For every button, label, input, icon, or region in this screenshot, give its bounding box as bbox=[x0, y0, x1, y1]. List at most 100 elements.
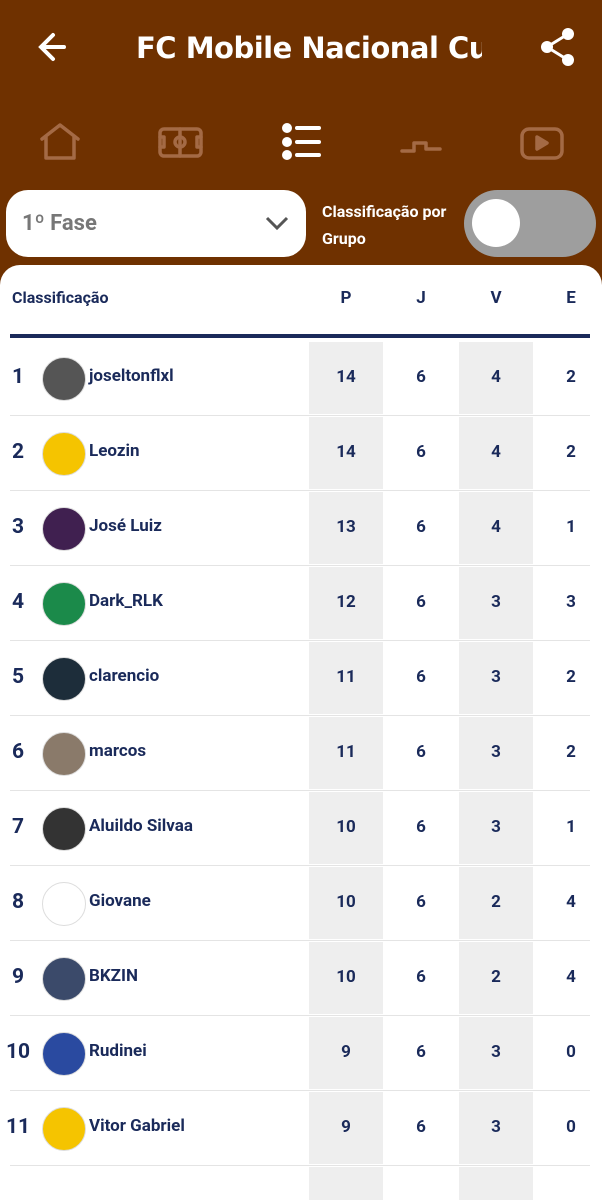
column-header: Classificação bbox=[12, 288, 109, 307]
share-button[interactable] bbox=[538, 26, 578, 68]
avatar bbox=[42, 957, 86, 1001]
row-separator bbox=[10, 1165, 590, 1166]
stat-j: 6 bbox=[416, 667, 426, 687]
avatar bbox=[42, 1032, 86, 1076]
rank: 2 bbox=[11, 440, 25, 464]
list-tab[interactable] bbox=[282, 123, 321, 160]
player-name: Giovane bbox=[89, 891, 151, 911]
tab-bar bbox=[40, 123, 564, 160]
shaded-column bbox=[309, 492, 383, 564]
player-name: Leozin bbox=[89, 441, 140, 461]
stat-j: 6 bbox=[416, 517, 426, 537]
video-tab[interactable] bbox=[520, 127, 564, 160]
shaded-column bbox=[309, 867, 383, 939]
shaded-column bbox=[309, 717, 383, 789]
rank: 11 bbox=[5, 1115, 31, 1139]
shaded-column bbox=[309, 417, 383, 489]
bracket-tab[interactable] bbox=[400, 141, 442, 153]
stat-e: 4 bbox=[566, 892, 576, 912]
player-name: José Luiz bbox=[89, 516, 162, 536]
stat-p: 13 bbox=[336, 517, 356, 537]
phase-select[interactable]: 1º Fase bbox=[6, 190, 306, 257]
stat-e: 4 bbox=[566, 967, 576, 987]
rank: 7 bbox=[11, 815, 25, 839]
stat-e: 1 bbox=[566, 517, 576, 537]
stat-p: 11 bbox=[336, 742, 356, 762]
row-separator bbox=[10, 490, 590, 491]
phase-label: 1º Fase bbox=[22, 211, 97, 236]
toggle-label: Classificação por Grupo bbox=[322, 202, 447, 248]
stat-p: 14 bbox=[336, 367, 356, 387]
shaded-column bbox=[309, 942, 383, 1014]
row-separator bbox=[10, 1015, 590, 1016]
rank: 4 bbox=[11, 590, 25, 614]
stat-j: 6 bbox=[416, 1042, 426, 1062]
shaded-column bbox=[459, 867, 533, 939]
row-separator bbox=[10, 865, 590, 866]
player-name: marcos bbox=[89, 741, 147, 761]
stat-p: 10 bbox=[336, 817, 356, 837]
rank: 6 bbox=[11, 740, 25, 764]
chevron bbox=[265, 216, 289, 231]
stat-p: 12 bbox=[336, 592, 356, 612]
shaded-column bbox=[459, 492, 533, 564]
stat-e: 3 bbox=[566, 592, 576, 612]
stat-e: 0 bbox=[566, 1117, 576, 1137]
row-separator bbox=[10, 715, 590, 716]
stat-e: 2 bbox=[566, 367, 576, 387]
stat-e: 2 bbox=[566, 442, 576, 462]
rank: 9 bbox=[11, 965, 25, 989]
header-rule bbox=[10, 334, 590, 338]
player-name: Rudinei bbox=[89, 1041, 147, 1061]
rank: 3 bbox=[11, 515, 25, 539]
group-toggle[interactable] bbox=[464, 190, 596, 257]
stat-v: 4 bbox=[491, 367, 501, 387]
player-name: joseltonflxl bbox=[89, 366, 174, 386]
stat-j: 6 bbox=[416, 967, 426, 987]
row-separator bbox=[10, 940, 590, 941]
column-header: J bbox=[416, 288, 426, 308]
row-separator bbox=[10, 1090, 590, 1091]
avatar bbox=[42, 807, 86, 851]
shaded-column bbox=[309, 642, 383, 714]
stat-v: 4 bbox=[491, 517, 501, 537]
stat-j: 6 bbox=[416, 892, 426, 912]
row-separator bbox=[10, 790, 590, 791]
player-name: BKZIN bbox=[89, 966, 138, 986]
stat-p: 10 bbox=[336, 892, 356, 912]
stat-v: 2 bbox=[491, 892, 501, 912]
back-button[interactable] bbox=[34, 28, 72, 66]
shaded-column bbox=[309, 342, 383, 414]
stat-p: 9 bbox=[341, 1042, 351, 1062]
shaded-column bbox=[459, 1167, 533, 1200]
avatar bbox=[42, 657, 86, 701]
stat-v: 3 bbox=[491, 1117, 501, 1137]
shaded-column bbox=[309, 792, 383, 864]
player-name: Vitor Gabriel bbox=[89, 1116, 185, 1136]
column-header: V bbox=[490, 288, 502, 308]
stat-p: 14 bbox=[336, 442, 356, 462]
stat-j: 6 bbox=[416, 367, 426, 387]
column-header: E bbox=[566, 288, 576, 308]
toggle-knob bbox=[472, 199, 520, 247]
stat-j: 6 bbox=[416, 1117, 426, 1137]
stat-v: 3 bbox=[491, 667, 501, 687]
shaded-column bbox=[309, 1017, 383, 1089]
shaded-column bbox=[309, 1167, 383, 1200]
shaded-column bbox=[459, 942, 533, 1014]
home-tab[interactable] bbox=[40, 123, 80, 160]
player-name: clarencio bbox=[89, 666, 160, 686]
column-header: P bbox=[340, 288, 352, 308]
shaded-column bbox=[459, 567, 533, 639]
avatar bbox=[42, 732, 86, 776]
shaded-column bbox=[459, 717, 533, 789]
rank: 5 bbox=[11, 665, 25, 689]
avatar bbox=[42, 357, 86, 401]
avatar bbox=[42, 882, 86, 926]
player-name: Dark_RLK bbox=[89, 591, 163, 611]
rank: 8 bbox=[11, 890, 25, 914]
stat-e: 2 bbox=[566, 742, 576, 762]
stat-v: 3 bbox=[491, 817, 501, 837]
stat-e: 0 bbox=[566, 1042, 576, 1062]
